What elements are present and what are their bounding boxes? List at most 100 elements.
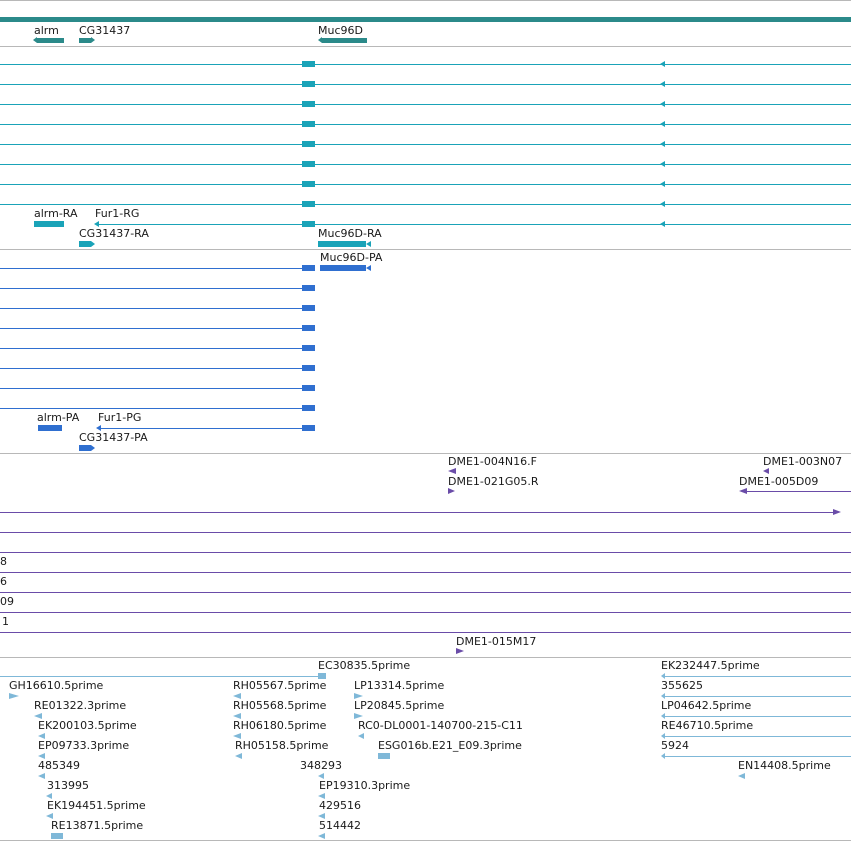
protein-label-muc96d-pa[interactable]: Muc96D-PA (320, 251, 383, 264)
est-line[interactable] (665, 696, 851, 697)
est-label[interactable]: LP04642.5prime (661, 699, 752, 712)
est-label[interactable]: EN14408.5prime (738, 759, 831, 772)
est-label[interactable]: RE13871.5prime (51, 819, 144, 832)
track-divider (0, 453, 851, 454)
est-arrow-icon (661, 733, 665, 739)
est-label[interactable]: EP09733.3prime (38, 739, 130, 752)
est-label[interactable]: 313995 (47, 779, 89, 792)
est-arrow-icon (34, 713, 42, 719)
est-label[interactable]: EP19310.3prime (319, 779, 411, 792)
est-label[interactable]: RC0-DL0001-140700-215-C11 (358, 719, 523, 732)
protein-glyph-cg31437-pa[interactable] (79, 445, 91, 451)
transcript-glyph-fur1-rg[interactable] (98, 224, 851, 225)
intron-line (0, 164, 851, 165)
est-label[interactable]: EK194451.5prime (47, 799, 146, 812)
est-label[interactable]: ESG016b.E21_E09.3prime (378, 739, 522, 752)
clone-line[interactable] (0, 592, 851, 593)
protein-glyph-alrm-pa[interactable] (38, 425, 62, 431)
protein-label-cg31437-pa[interactable]: CG31437-PA (79, 431, 148, 444)
est-label[interactable]: GH16610.5prime (9, 679, 104, 692)
est-label[interactable]: RH05568.5prime (233, 699, 327, 712)
clone-label[interactable]: DME1-004N16.F (448, 455, 537, 468)
clone-label[interactable]: DME1-015M17 (456, 635, 537, 648)
clone-line[interactable] (0, 632, 851, 633)
gene-glyph-muc96d[interactable] (322, 38, 367, 43)
transcript-label-muc96d-ra[interactable]: Muc96D-RA (318, 227, 382, 240)
intron-line (0, 348, 302, 349)
intron-line (0, 328, 302, 329)
est-label[interactable]: 348293 (300, 759, 342, 772)
gene-label-alrm[interactable]: alrm (34, 24, 59, 37)
est-label[interactable]: 514442 (319, 819, 361, 832)
est-arrow-icon (318, 813, 325, 819)
clone-label[interactable]: DME1-005D09 (739, 475, 819, 488)
est-arrow-icon (318, 833, 325, 839)
est-label[interactable]: EK200103.5prime (38, 719, 137, 732)
transcript-glyph-muc96d-ra[interactable] (318, 241, 366, 247)
strand-arrow-icon (660, 121, 665, 127)
track-divider (0, 657, 851, 658)
est-label[interactable]: RE46710.5prime (661, 719, 754, 732)
gene-glyph-alrm[interactable] (37, 38, 64, 43)
strand-arrow-icon (660, 201, 665, 207)
protein-label-fur1-pg[interactable]: Fur1-PG (98, 411, 142, 424)
est-label[interactable]: EC30835.5prime (318, 659, 411, 672)
clone-label[interactable]: DME1-003N07 (763, 455, 843, 468)
est-label[interactable]: RH05158.5prime (235, 739, 329, 752)
clone-label[interactable]: 8 (0, 555, 7, 568)
est-arrow-icon (738, 773, 745, 779)
est-label[interactable]: EK232447.5prime (661, 659, 760, 672)
est-label[interactable]: LP13314.5prime (354, 679, 445, 692)
est-arrow-icon (354, 713, 363, 719)
clone-label[interactable]: DME1-021G05.R (448, 475, 539, 488)
clone-label[interactable]: 6 (0, 575, 7, 588)
transcript-glyph-cg31437-ra[interactable] (79, 241, 91, 247)
est-label[interactable]: 5924 (661, 739, 689, 752)
est-label[interactable]: LP20845.5prime (354, 699, 445, 712)
protein-glyph-fur1-pg[interactable] (100, 428, 302, 429)
est-label[interactable]: RH05567.5prime (233, 679, 327, 692)
exon-block (302, 265, 315, 271)
est-line[interactable] (665, 716, 851, 717)
strand-arrow-icon (91, 445, 95, 451)
clone-label[interactable]: 1 (2, 615, 9, 628)
exon-block (302, 61, 315, 67)
est-label[interactable]: RH06180.5prime (233, 719, 327, 732)
clone-line[interactable] (0, 572, 851, 573)
transcript-label-fur1-rg[interactable]: Fur1-RG (95, 207, 140, 220)
transcript-label-alrm-ra[interactable]: alrm-RA (34, 207, 78, 220)
clone-line[interactable] (0, 612, 851, 613)
clone-line[interactable] (0, 552, 851, 553)
protein-glyph-muc96d-pa[interactable] (320, 265, 366, 271)
clone-line[interactable] (0, 512, 833, 513)
strand-arrow-icon (94, 221, 99, 227)
est-line[interactable] (0, 676, 318, 677)
est-arrow-icon (233, 713, 241, 719)
est-line[interactable] (665, 736, 851, 737)
est-label[interactable]: 485349 (38, 759, 80, 772)
est-line[interactable] (665, 676, 851, 677)
strand-arrow-icon (660, 181, 665, 187)
exon-block (302, 101, 315, 107)
strand-arrow-icon (660, 161, 665, 167)
intron-line (0, 408, 302, 409)
est-label[interactable]: RE01322.3prime (34, 699, 127, 712)
clone-label[interactable]: 09 (0, 595, 14, 608)
est-label[interactable]: 429516 (319, 799, 361, 812)
est-line[interactable] (665, 756, 851, 757)
exon-block (302, 425, 315, 431)
transcript-label-cg31437-ra[interactable]: CG31437-RA (79, 227, 149, 240)
clone-line[interactable] (747, 491, 851, 492)
transcript-glyph-alrm-ra[interactable] (34, 221, 64, 227)
gene-glyph-cg31437[interactable] (79, 38, 91, 43)
gene-arrow-icon (33, 37, 37, 43)
est-label[interactable]: 355625 (661, 679, 703, 692)
clone-line[interactable] (0, 532, 851, 533)
clone-arrow-icon (833, 509, 841, 515)
est-arrow-icon (233, 693, 241, 699)
intron-line (0, 288, 302, 289)
gene-label-cg31437[interactable]: CG31437 (79, 24, 131, 37)
protein-label-alrm-pa[interactable]: alrm-PA (37, 411, 80, 424)
gene-label-muc96d[interactable]: Muc96D (318, 24, 363, 37)
exon-block (302, 121, 315, 127)
